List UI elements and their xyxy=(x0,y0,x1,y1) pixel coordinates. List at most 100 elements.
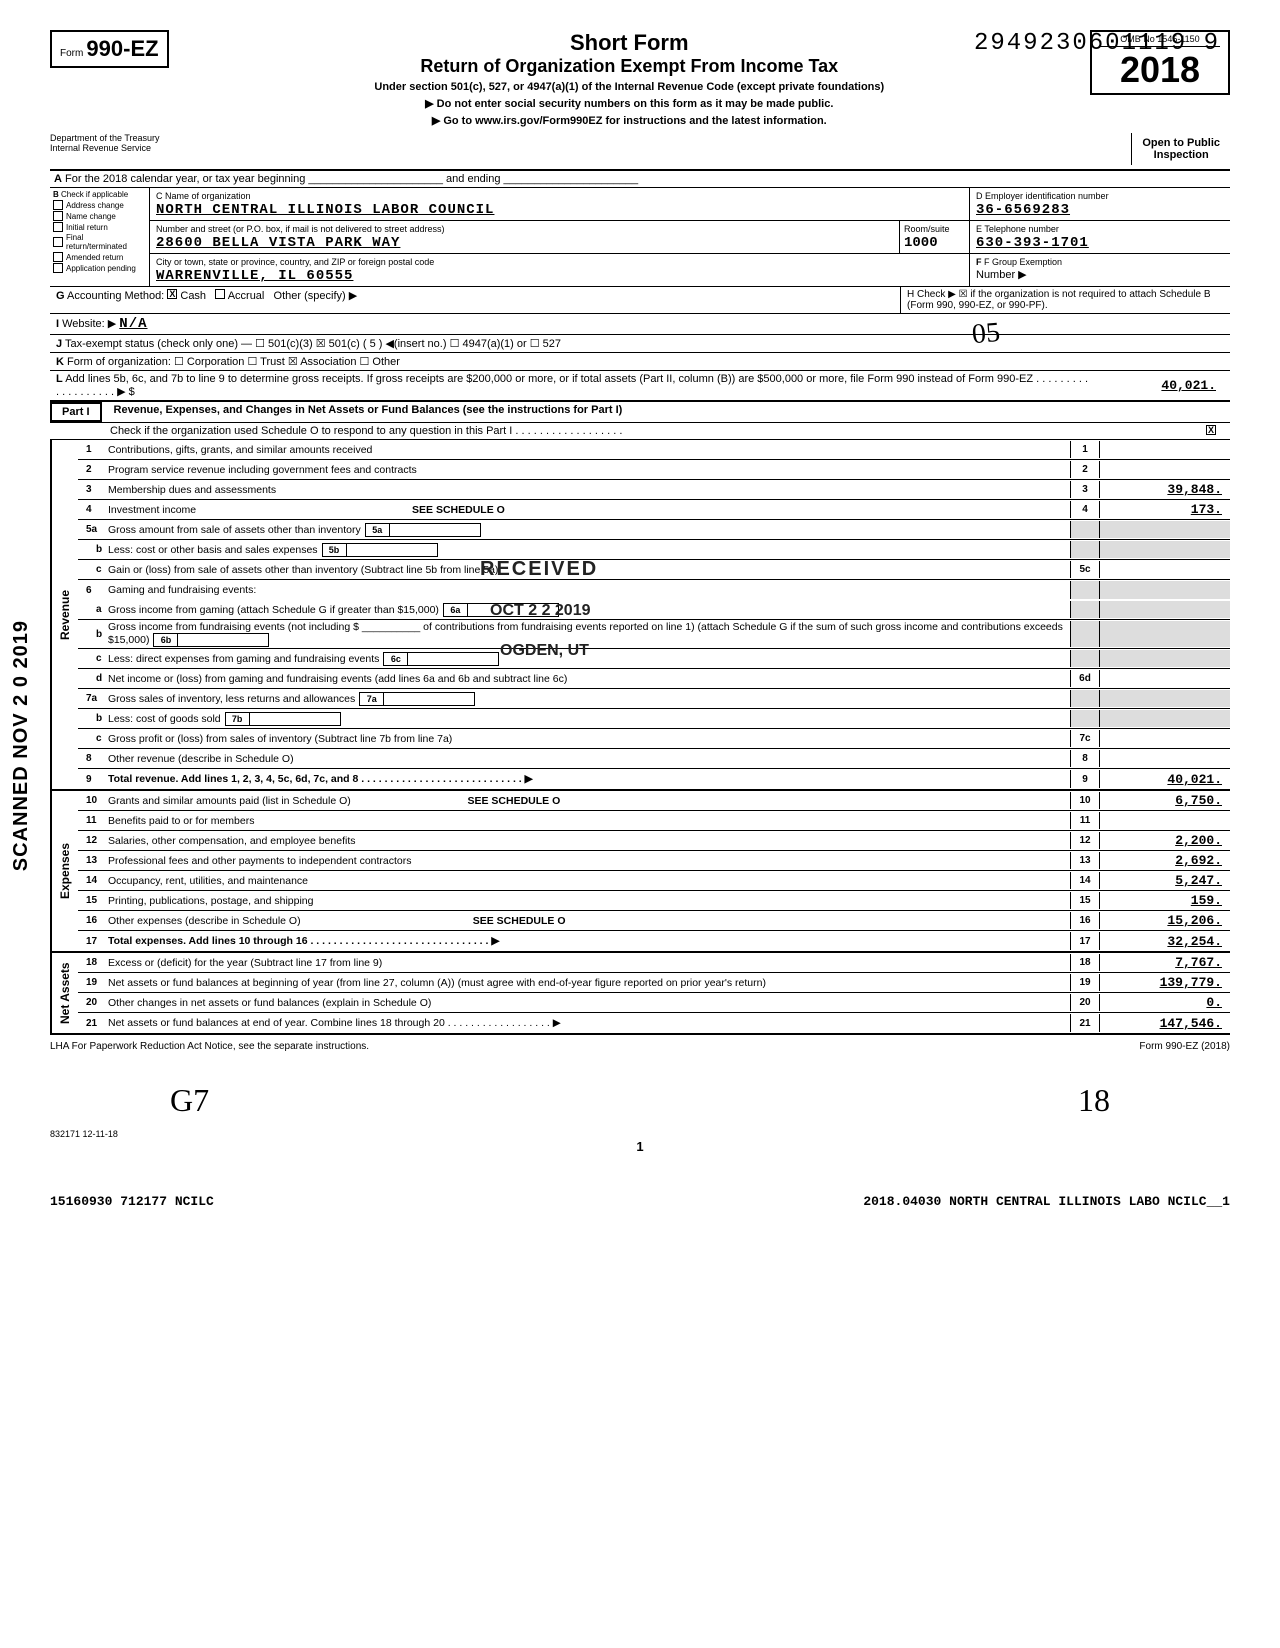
side-label-revenue: Revenue xyxy=(50,440,78,789)
city-state-zip: WARRENVILLE, IL 60555 xyxy=(156,268,353,284)
part-1-tab: Part I xyxy=(50,402,102,422)
line-j: J Tax-exempt status (check only one) — ☐… xyxy=(50,335,1230,353)
line-6d-amt xyxy=(1100,670,1230,687)
line-i: I Website: ▶ N/A xyxy=(50,314,1230,335)
revision-code: 832171 12-11-18 xyxy=(50,1129,1230,1139)
box-e-label: E Telephone number xyxy=(976,224,1059,234)
line-i-label: Website: ▶ xyxy=(62,318,116,330)
line-7a-text: Gross sales of inventory, less returns a… xyxy=(108,693,355,705)
line-4-text: Investment income xyxy=(108,504,196,516)
line-17-text: Total expenses. Add lines 10 through 16 … xyxy=(108,935,499,947)
line-16-amt: 15,206. xyxy=(1100,912,1230,929)
line-12-amt: 2,200. xyxy=(1100,832,1230,849)
room-label: Room/suite xyxy=(904,224,950,234)
box-c-label: C Name of organization xyxy=(156,191,251,201)
line-6a-text: Gross income from gaming (attach Schedul… xyxy=(108,604,439,616)
line-14-text: Occupancy, rent, utilities, and maintena… xyxy=(108,875,1070,887)
street-address: 28600 BELLA VISTA PARK WAY xyxy=(156,235,400,251)
side-label-expenses: Expenses xyxy=(50,791,78,951)
dept-label: Department of the Treasury Internal Reve… xyxy=(50,133,160,165)
line-k: K Form of organization: ☐ Corporation ☐ … xyxy=(50,353,1230,371)
ein: 36-6569283 xyxy=(976,202,1070,218)
line-9-text: Total revenue. Add lines 1, 2, 3, 4, 5c,… xyxy=(108,773,533,785)
chk-application-pending[interactable]: Application pending xyxy=(53,263,146,273)
line-10-sched-o: SEE SCHEDULE O xyxy=(467,795,560,807)
line-10-text: Grants and similar amounts paid (list in… xyxy=(108,795,351,807)
line-6c-text: Less: direct expenses from gaming and fu… xyxy=(108,653,379,665)
signature-1: G7 xyxy=(170,1082,209,1119)
line-5c-text: Gain or (loss) from sale of assets other… xyxy=(108,564,1070,576)
chk-address-change[interactable]: Address change xyxy=(53,200,146,210)
chk-schedule-o-used[interactable] xyxy=(1206,425,1216,435)
bottom-line: 15160930 712177 NCILC 2018.04030 NORTH C… xyxy=(50,1194,1230,1209)
title-line3: ▶ Go to www.irs.gov/Form990EZ for instru… xyxy=(179,114,1080,127)
chk-cash[interactable] xyxy=(167,289,177,299)
revenue-section: Revenue 1Contributions, gifts, grants, a… xyxy=(50,440,1230,791)
line-11-text: Benefits paid to or for members xyxy=(108,815,1070,827)
line-20-amt: 0. xyxy=(1100,994,1230,1011)
line-j-text: Tax-exempt status (check only one) — ☐ 5… xyxy=(65,338,561,350)
line-19-amt: 139,779. xyxy=(1100,974,1230,991)
line-19-text: Net assets or fund balances at beginning… xyxy=(108,977,1070,989)
line-12-text: Salaries, other compensation, and employ… xyxy=(108,835,1070,847)
line-g-text: Accounting Method: xyxy=(67,290,164,302)
chk-accrual[interactable] xyxy=(215,289,225,299)
chk-initial-return[interactable]: Initial return xyxy=(53,222,146,232)
line-5c-amt xyxy=(1100,561,1230,578)
line-18-text: Excess or (deficit) for the year (Subtra… xyxy=(108,957,1070,969)
line-8-amt xyxy=(1100,750,1230,767)
title-line1: Under section 501(c), 527, or 4947(a)(1)… xyxy=(179,81,1080,93)
line-5a-text: Gross amount from sale of assets other t… xyxy=(108,524,361,536)
lha-notice: LHA For Paperwork Reduction Act Notice, … xyxy=(50,1041,369,1052)
bottom-left: 15160930 712177 NCILC xyxy=(50,1194,214,1209)
line-18-amt: 7,767. xyxy=(1100,954,1230,971)
line-2-text: Program service revenue including govern… xyxy=(108,464,1070,476)
line-3-text: Membership dues and assessments xyxy=(108,484,1070,496)
chk-name-change[interactable]: Name change xyxy=(53,211,146,221)
chk-amended-return[interactable]: Amended return xyxy=(53,252,146,262)
open-public-l1: Open to Public xyxy=(1142,137,1220,149)
form-number-box: Form 990-EZ xyxy=(50,30,169,68)
dept-l2: Internal Revenue Service xyxy=(50,143,160,153)
line-16-sched-o: SEE SCHEDULE O xyxy=(473,915,566,927)
expenses-section: Expenses 10Grants and similar amounts pa… xyxy=(50,791,1230,953)
line-11-amt xyxy=(1100,812,1230,829)
footer-row: LHA For Paperwork Reduction Act Notice, … xyxy=(50,1041,1230,1052)
line-g-h: G Accounting Method: Cash Accrual Other … xyxy=(50,287,1230,314)
org-name: NORTH CENTRAL ILLINOIS LABOR COUNCIL xyxy=(156,202,494,218)
line-17-amt: 32,254. xyxy=(1100,932,1230,950)
website: N/A xyxy=(119,316,147,332)
telephone: 630-393-1701 xyxy=(976,235,1089,251)
line-8-text: Other revenue (describe in Schedule O) xyxy=(108,753,1070,765)
line-3-amt: 39,848. xyxy=(1100,481,1230,498)
line-21-text: Net assets or fund balances at end of ye… xyxy=(108,1017,1070,1029)
part-1-header: Part I Revenue, Expenses, and Changes in… xyxy=(50,402,1230,423)
line-15-text: Printing, publications, postage, and shi… xyxy=(108,895,1070,907)
form-number: 990-EZ xyxy=(86,36,158,61)
part-1-check-text: Check if the organization used Schedule … xyxy=(110,425,1206,437)
part-1-check-row: Check if the organization used Schedule … xyxy=(50,423,1230,440)
line-20-text: Other changes in net assets or fund bala… xyxy=(108,997,1070,1009)
title-line2: ▶ Do not enter social security numbers o… xyxy=(179,97,1080,110)
form-footer: Form 990-EZ (2018) xyxy=(1139,1041,1230,1052)
box-b: B Check if applicable Address change Nam… xyxy=(50,188,150,286)
box-f-sub: Number ▶ xyxy=(976,269,1027,281)
title-sub: Return of Organization Exempt From Incom… xyxy=(179,56,1080,77)
chk-final-return[interactable]: Final return/terminated xyxy=(53,233,146,251)
line-l-text: Add lines 5b, 6c, and 7b to line 9 to de… xyxy=(56,373,1088,398)
title-block: Short Form Return of Organization Exempt… xyxy=(179,30,1080,127)
line-1-amt xyxy=(1100,441,1230,458)
side-label-net-assets: Net Assets xyxy=(50,953,78,1033)
line-7c-text: Gross profit or (loss) from sales of inv… xyxy=(108,733,1070,745)
line-1-text: Contributions, gifts, grants, and simila… xyxy=(108,444,1070,456)
handwritten-05: 05 xyxy=(971,317,1002,351)
line-6-text: Gaming and fundraising events: xyxy=(108,584,1070,596)
line-k-text: Form of organization: ☐ Corporation ☐ Tr… xyxy=(67,356,400,368)
dept-l1: Department of the Treasury xyxy=(50,133,160,143)
line-2-amt xyxy=(1100,461,1230,478)
line-l-amount: 40,021. xyxy=(1094,373,1224,398)
net-assets-section: Net Assets 18Excess or (deficit) for the… xyxy=(50,953,1230,1035)
line-a-text: For the 2018 calendar year, or tax year … xyxy=(65,173,638,185)
room-suite: 1000 xyxy=(904,235,938,251)
box-f-label: F Group Exemption xyxy=(984,257,1062,267)
